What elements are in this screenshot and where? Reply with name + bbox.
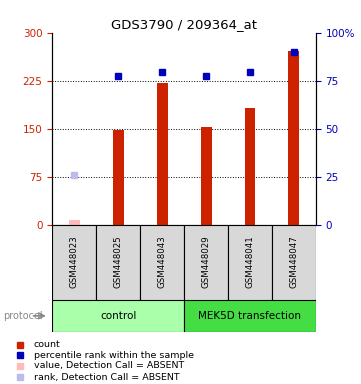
Text: percentile rank within the sample: percentile rank within the sample [34,351,193,360]
Bar [201,127,212,225]
Bar [52,300,184,332]
Bar [69,220,80,225]
Text: value, Detection Call = ABSENT: value, Detection Call = ABSENT [34,361,184,370]
Bar [184,300,316,332]
Bar [228,225,272,300]
Text: GSM448023: GSM448023 [70,236,79,288]
Bar [96,225,140,300]
Text: GSM448029: GSM448029 [201,236,210,288]
Text: control: control [100,311,136,321]
Bar [113,130,124,225]
Title: GDS3790 / 209364_at: GDS3790 / 209364_at [111,18,257,31]
Text: protocol: protocol [4,311,43,321]
Bar [184,225,228,300]
Bar [288,51,299,225]
Text: GSM448041: GSM448041 [245,236,255,288]
Bar [272,225,316,300]
Text: GSM448047: GSM448047 [290,236,299,288]
Text: count: count [34,340,60,349]
Text: MEK5D transfection: MEK5D transfection [199,311,301,321]
Bar [244,108,256,225]
Text: GSM448043: GSM448043 [158,236,167,288]
Bar [140,225,184,300]
Text: rank, Detection Call = ABSENT: rank, Detection Call = ABSENT [34,373,179,382]
Bar [52,225,96,300]
Text: GSM448025: GSM448025 [114,236,123,288]
Bar [157,83,168,225]
